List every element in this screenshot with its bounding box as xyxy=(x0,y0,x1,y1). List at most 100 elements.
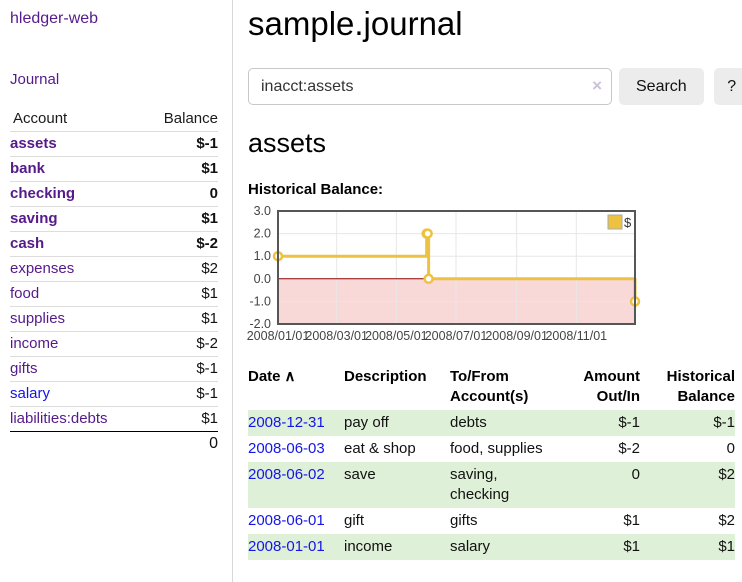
transaction-date-link[interactable]: 2008-01-01 xyxy=(248,538,325,555)
account-link[interactable]: supplies xyxy=(10,310,66,327)
account-balance: $1 xyxy=(141,281,218,307)
account-balance: $2 xyxy=(141,256,218,282)
account-row: supplies $1 xyxy=(10,306,218,332)
account-balance: $-1 xyxy=(141,356,218,382)
account-balance: $-1 xyxy=(141,381,218,407)
svg-text:2008/11/01: 2008/11/01 xyxy=(545,329,607,343)
cell-accounts: saving, checking xyxy=(450,462,562,508)
account-row: liabilities:debts $1 xyxy=(10,406,218,432)
sort-asc-icon: ∧ xyxy=(284,368,296,385)
clear-search-icon[interactable]: × xyxy=(592,76,602,95)
account-balance: $1 xyxy=(141,406,218,432)
account-balance: 0 xyxy=(141,181,218,207)
main-content: sample.journal × Search ? assets Histori… xyxy=(233,0,742,582)
account-row: checking 0 xyxy=(10,181,218,207)
account-balance: $-1 xyxy=(141,131,218,157)
cell-description: gift xyxy=(344,512,365,529)
cell-amount: 0 xyxy=(562,462,640,508)
page-title: sample.journal xyxy=(248,5,463,42)
accounts-header-balance: Balance xyxy=(163,110,218,127)
account-balance: $1 xyxy=(141,206,218,232)
balance-chart[interactable]: $3.0 2.0 1.0 0.0 -1.0 -2.0 2008/01/01 2008/03/0… xyxy=(247,204,742,348)
account-row: expenses $2 xyxy=(10,256,218,282)
transaction-date-link[interactable]: 2008-12-31 xyxy=(248,414,325,431)
svg-text:2008/01/01: 2008/01/01 xyxy=(247,329,310,343)
accounts-header-account: Account xyxy=(13,110,68,127)
search-button[interactable]: Search xyxy=(619,68,704,105)
svg-text:$: $ xyxy=(624,215,632,230)
cell-accounts: salary xyxy=(450,534,562,560)
cell-amount: $1 xyxy=(623,512,640,529)
svg-text:2008/05/01: 2008/05/01 xyxy=(365,329,428,343)
account-link[interactable]: bank xyxy=(10,160,46,177)
cell-balance: $2 xyxy=(640,462,735,508)
transaction-date-link[interactable]: 2008-06-03 xyxy=(248,440,325,457)
svg-text:3.0: 3.0 xyxy=(254,204,271,218)
accounts-total-row: 0 xyxy=(10,431,218,456)
account-link[interactable]: liabilities:debts xyxy=(10,410,108,427)
account-link[interactable]: expenses xyxy=(10,260,75,277)
svg-text:2008/09/01: 2008/09/01 xyxy=(485,329,548,343)
cell-amount: $1 xyxy=(562,534,640,560)
table-row: 2008-06-03 eat & shop food, supplies $-2 0 xyxy=(248,436,735,462)
register-header-balance: Historical Balance xyxy=(666,368,735,405)
svg-text:1.0: 1.0 xyxy=(254,249,271,263)
account-row: salary $-1 xyxy=(10,381,218,407)
accounts-table: Account Balance assets $-1 bank $1 checking 0… xyxy=(10,107,218,456)
table-row: 2008-06-02 save saving, checking 0 $2 xyxy=(248,462,735,508)
account-link[interactable]: saving xyxy=(10,210,58,227)
account-link[interactable]: salary xyxy=(10,385,51,402)
account-balance: $1 xyxy=(141,156,218,182)
table-row: 2008-12-31 pay off debts $-1 $-1 xyxy=(248,410,735,436)
account-link[interactable]: checking xyxy=(10,185,76,202)
account-link[interactable]: income xyxy=(10,335,59,352)
cell-balance: 0 xyxy=(726,440,735,457)
table-row: 2008-01-01 income salary $1 $1 xyxy=(248,534,735,560)
account-link[interactable]: gifts xyxy=(10,360,38,377)
register-header-accounts: To/From Account(s) xyxy=(450,368,529,405)
cell-description: pay off xyxy=(344,410,450,436)
register-header-date[interactable]: Date ∧ xyxy=(248,368,296,385)
account-row: gifts $-1 xyxy=(10,356,218,382)
account-row: assets $-1 xyxy=(10,131,218,157)
svg-text:-2.0: -2.0 xyxy=(249,317,271,331)
register-header-description: Description xyxy=(344,368,427,385)
svg-text:2.0: 2.0 xyxy=(254,227,271,241)
account-link[interactable]: cash xyxy=(10,235,45,252)
register-header-amount: Amount Out/In xyxy=(583,368,640,405)
svg-text:0.0: 0.0 xyxy=(254,272,271,286)
account-link[interactable]: food xyxy=(10,285,40,302)
account-row: bank $1 xyxy=(10,156,218,182)
cell-balance: $-1 xyxy=(640,410,735,436)
help-button[interactable]: ? xyxy=(713,68,742,105)
cell-description: save xyxy=(344,462,450,508)
account-row: income $-2 xyxy=(10,331,218,357)
cell-accounts: food, supplies xyxy=(450,440,543,457)
chart-title: Historical Balance: xyxy=(248,181,384,198)
svg-text:-1.0: -1.0 xyxy=(249,294,271,308)
account-balance: $-2 xyxy=(141,331,218,357)
cell-accounts: gifts xyxy=(450,512,478,529)
sidebar-item-journal[interactable]: Journal xyxy=(10,71,60,88)
svg-text:2008/07/01: 2008/07/01 xyxy=(425,329,488,343)
cell-accounts: debts xyxy=(450,410,562,436)
account-row: saving $1 xyxy=(10,206,218,232)
search-input[interactable] xyxy=(248,68,612,105)
transaction-date-link[interactable]: 2008-06-01 xyxy=(248,512,325,529)
cell-balance: $2 xyxy=(718,512,735,529)
account-balance: $1 xyxy=(141,306,218,332)
register-table: Date ∧ Description To/From Account(s) Amo… xyxy=(248,364,735,560)
cell-description: eat & shop xyxy=(344,440,416,457)
sidebar: hledger-web Journal Account Balance asse… xyxy=(0,0,233,582)
transaction-date-link[interactable]: 2008-06-02 xyxy=(248,466,325,483)
cell-balance: $1 xyxy=(640,534,735,560)
account-row: food $1 xyxy=(10,281,218,307)
svg-text:2008/03/01: 2008/03/01 xyxy=(305,329,368,343)
account-heading: assets xyxy=(248,128,327,158)
cell-amount: $-1 xyxy=(562,410,640,436)
search-form: × Search ? xyxy=(248,68,742,105)
account-link[interactable]: assets xyxy=(10,135,57,152)
chart-canvas[interactable]: $3.0 2.0 1.0 0.0 -1.0 -2.02008/01/012008/03/0… xyxy=(247,204,740,348)
brand-link[interactable]: hledger-web xyxy=(10,10,99,27)
